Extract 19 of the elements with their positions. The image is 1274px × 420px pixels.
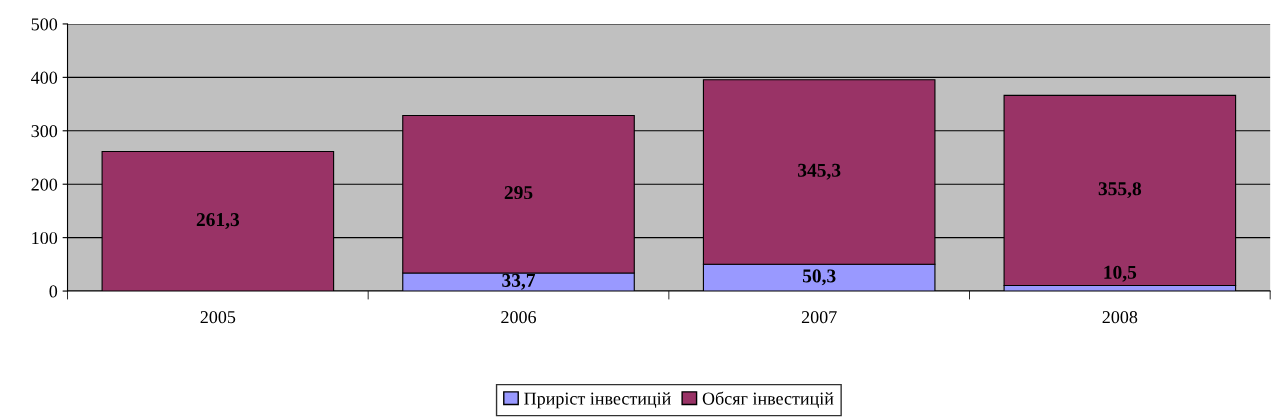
- data-label: 33,7: [502, 273, 536, 290]
- legend-label: Обсяг інвестицій: [702, 391, 834, 409]
- x-tick-label: 2005: [200, 311, 236, 324]
- y-tick-label: 0: [49, 285, 58, 298]
- x-tick-label: 2008: [1102, 311, 1138, 324]
- x-tick-label: 2006: [501, 311, 537, 324]
- x-tick-label: 2007: [801, 311, 837, 324]
- y-tick-label: 100: [32, 231, 58, 245]
- data-label: 295: [504, 186, 533, 200]
- legend-label: Приріст інвестицій: [524, 392, 671, 409]
- y-tick-label: 500: [31, 18, 58, 31]
- data-label: 345,3: [798, 163, 841, 180]
- data-label: 10,5: [1104, 265, 1137, 282]
- y-tick-label: 200: [31, 178, 58, 191]
- data-label: 261,3: [196, 213, 240, 229]
- data-label: 355,8: [1098, 182, 1142, 199]
- y-tick-label: 300: [31, 125, 58, 138]
- y-tick-label: 400: [31, 71, 58, 84]
- data-label: 50,3: [802, 269, 836, 286]
